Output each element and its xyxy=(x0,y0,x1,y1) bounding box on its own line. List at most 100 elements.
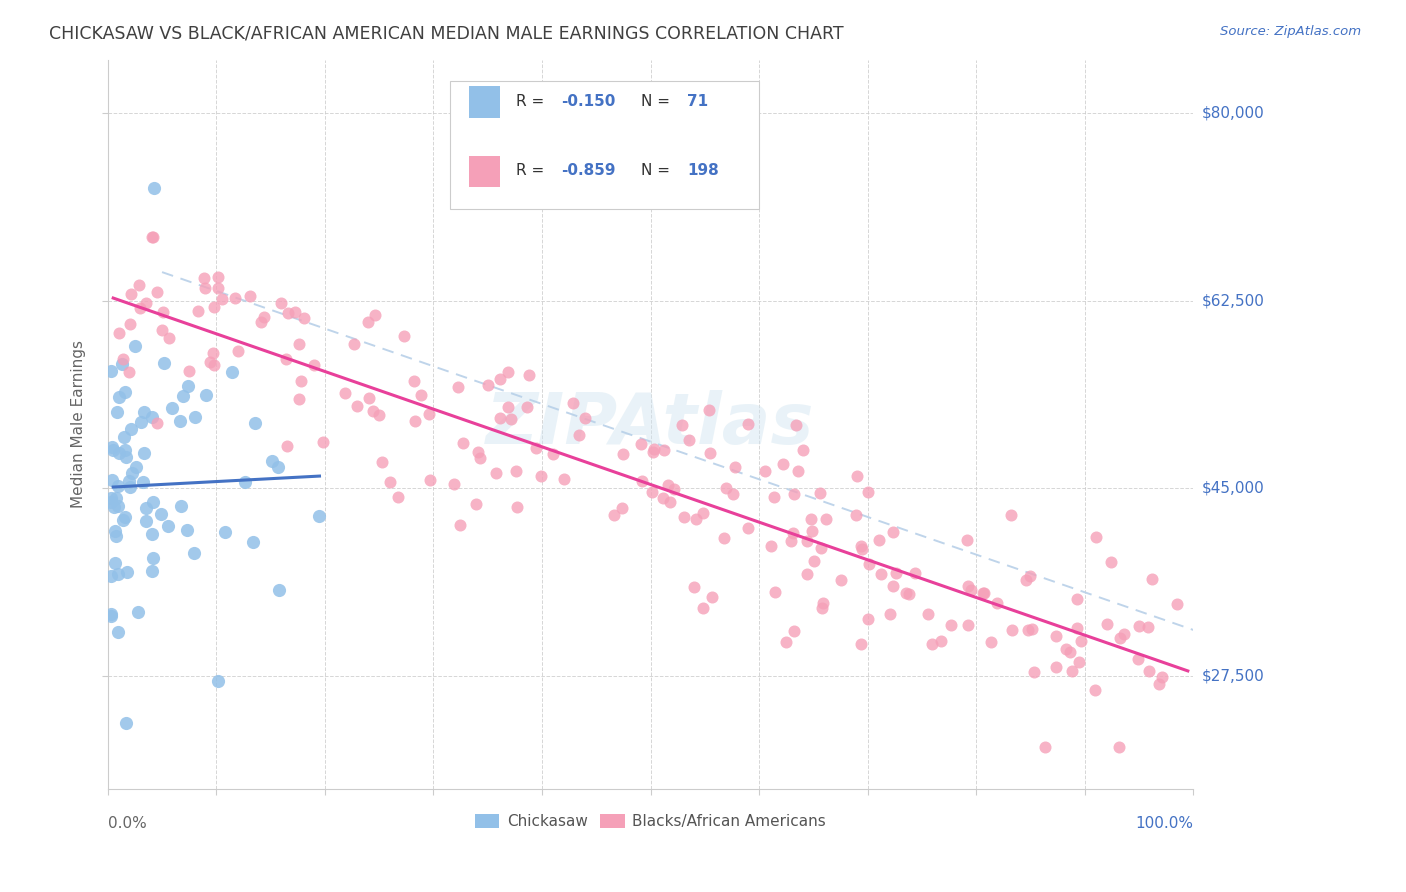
Point xyxy=(152,305,174,319)
Point xyxy=(141,409,163,424)
Point xyxy=(112,513,135,527)
Point xyxy=(200,354,222,368)
Point xyxy=(107,625,129,640)
Point xyxy=(100,607,122,622)
Point xyxy=(380,475,402,490)
Point xyxy=(800,524,823,538)
Point xyxy=(737,417,759,432)
Point xyxy=(186,304,208,318)
Point xyxy=(183,546,205,560)
Text: 198: 198 xyxy=(688,163,718,178)
Point xyxy=(785,418,807,433)
Point xyxy=(361,404,384,418)
Point xyxy=(160,401,183,415)
Point xyxy=(290,374,312,388)
Point xyxy=(346,399,368,413)
Point xyxy=(132,475,155,490)
Point xyxy=(787,464,810,478)
Point xyxy=(772,457,794,471)
Point xyxy=(239,289,262,303)
Text: R =: R = xyxy=(516,94,548,109)
Point xyxy=(402,374,425,388)
Point xyxy=(489,372,512,386)
Point xyxy=(1070,633,1092,648)
Text: N =: N = xyxy=(641,94,675,109)
Point xyxy=(142,229,165,244)
Point xyxy=(882,524,904,539)
Point xyxy=(105,404,128,418)
Point xyxy=(792,443,814,458)
Point xyxy=(810,541,832,555)
Text: $45,000: $45,000 xyxy=(1202,481,1264,496)
Point xyxy=(851,542,873,557)
Point xyxy=(284,305,307,319)
Point xyxy=(1045,660,1067,674)
Point xyxy=(921,637,943,651)
Point xyxy=(120,286,142,301)
Point xyxy=(468,450,491,465)
Point xyxy=(100,364,122,378)
Point xyxy=(683,581,706,595)
Point xyxy=(754,464,776,478)
Point xyxy=(643,445,665,459)
Point xyxy=(308,508,330,523)
Point xyxy=(368,408,391,422)
Point xyxy=(142,495,165,509)
Point xyxy=(956,533,979,547)
Point xyxy=(108,446,131,460)
Point xyxy=(226,343,249,358)
Point xyxy=(114,510,136,524)
Point xyxy=(312,434,335,449)
Point xyxy=(858,557,880,571)
Point xyxy=(135,501,157,516)
Point xyxy=(630,437,652,451)
Y-axis label: Median Male Earnings: Median Male Earnings xyxy=(72,340,86,508)
Point xyxy=(176,523,198,537)
Point xyxy=(673,509,696,524)
Point xyxy=(207,674,229,689)
Point xyxy=(202,345,225,359)
Point xyxy=(929,633,952,648)
Point xyxy=(574,410,596,425)
Point xyxy=(404,414,426,428)
Point xyxy=(1066,620,1088,634)
Point xyxy=(114,385,136,400)
Point xyxy=(692,506,714,520)
Point xyxy=(697,403,720,417)
Text: 0.0%: 0.0% xyxy=(108,816,146,831)
Point xyxy=(214,524,236,539)
Point xyxy=(118,317,141,331)
Point xyxy=(1136,620,1159,634)
Point xyxy=(780,533,803,548)
Point xyxy=(960,582,983,597)
Point xyxy=(1095,617,1118,632)
Point xyxy=(782,487,804,501)
Point xyxy=(105,529,128,543)
Text: Source: ZipAtlas.com: Source: ZipAtlas.com xyxy=(1220,25,1361,38)
Point xyxy=(302,358,325,372)
Point xyxy=(1045,629,1067,643)
Point xyxy=(169,414,191,428)
Point xyxy=(100,494,122,508)
Text: 71: 71 xyxy=(688,94,709,109)
Point xyxy=(364,308,387,322)
Point xyxy=(1056,642,1078,657)
Point xyxy=(811,601,834,615)
Point xyxy=(274,352,297,367)
Point xyxy=(1085,530,1108,544)
Point xyxy=(142,550,165,565)
Point xyxy=(211,292,233,306)
Point xyxy=(517,368,540,382)
Point xyxy=(124,339,146,353)
Point xyxy=(104,524,127,539)
Legend: Chickasaw, Blacks/African Americans: Chickasaw, Blacks/African Americans xyxy=(468,808,832,836)
Point xyxy=(879,607,901,621)
Point xyxy=(664,482,686,496)
Point xyxy=(141,229,163,244)
Text: N =: N = xyxy=(641,163,675,178)
Point xyxy=(100,441,122,455)
Point xyxy=(156,518,179,533)
Point xyxy=(1108,631,1130,645)
Point xyxy=(153,356,176,370)
Point xyxy=(713,531,735,545)
